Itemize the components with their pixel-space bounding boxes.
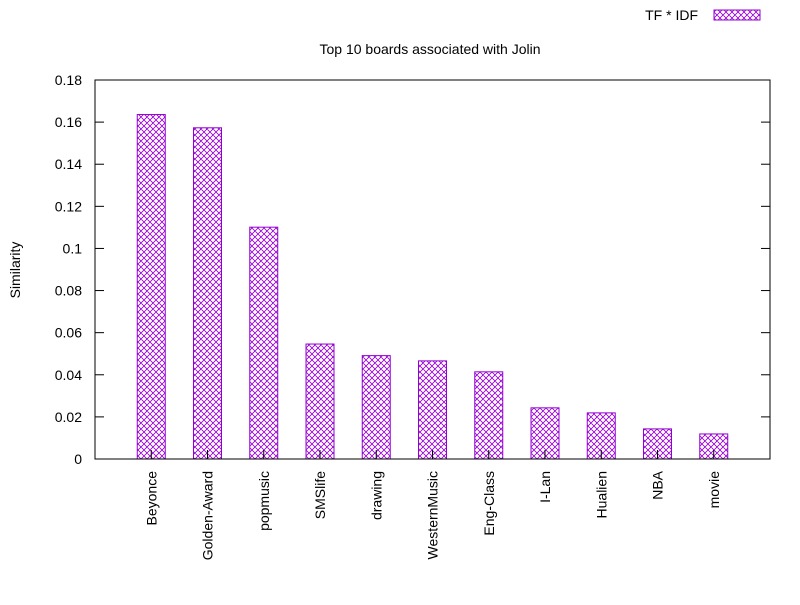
bar-nba <box>643 428 672 460</box>
x-tick-label: SMSlife <box>312 471 328 519</box>
bar-popmusic <box>249 226 279 460</box>
y-tick-label: 0.12 <box>55 198 82 214</box>
chart-title: Top 10 boards associated with Jolin <box>319 41 540 57</box>
x-tick-label: NBA <box>650 470 666 499</box>
legend-label: TF * IDF <box>645 7 698 23</box>
bar-smslife <box>305 343 335 460</box>
bar-westernmusic <box>418 360 447 460</box>
y-tick-label: 0.06 <box>55 325 82 341</box>
x-tick-label: Eng-Class <box>481 471 497 536</box>
y-tick-label: 0.18 <box>55 72 82 88</box>
legend-swatch <box>713 9 761 21</box>
legend: TF * IDF <box>645 7 761 23</box>
bar-beyonce <box>136 114 166 460</box>
y-axis-label: Similarity <box>7 242 23 299</box>
y-tick-label: 0.14 <box>55 156 82 172</box>
bar-eng-class <box>474 371 504 460</box>
x-tick-label: drawing <box>368 471 384 520</box>
x-tick-label: popmusic <box>256 471 272 531</box>
x-tick-label: Golden-Award <box>200 471 216 560</box>
y-tick-label: 0.04 <box>55 367 82 383</box>
y-tick-label: 0.02 <box>55 409 82 425</box>
x-axis-tick-labels: Beyonce Golden-Award popmusic SMSlife drawin… <box>143 470 722 560</box>
bar-golden-award <box>193 127 222 460</box>
y-tick-label: 0 <box>74 451 82 467</box>
y-tick-label: 0.16 <box>55 114 82 130</box>
x-tick-label: WesternMusic <box>425 471 441 559</box>
x-tick-label: I-Lan <box>537 471 553 503</box>
plot-frame <box>94 79 771 460</box>
x-tick-label: Beyonce <box>143 471 159 526</box>
x-tick-label: Hualien <box>593 471 609 518</box>
bar-drawing <box>361 355 391 460</box>
y-tick-label: 0.08 <box>55 283 82 299</box>
y-axis-ticks: 0 0.02 0.04 0.06 0.08 0.1 0.12 0.14 0.16 0.18 <box>55 72 770 467</box>
y-tick-label: 0.1 <box>63 240 83 256</box>
bars <box>136 114 729 460</box>
x-tick-label: movie <box>706 471 722 509</box>
